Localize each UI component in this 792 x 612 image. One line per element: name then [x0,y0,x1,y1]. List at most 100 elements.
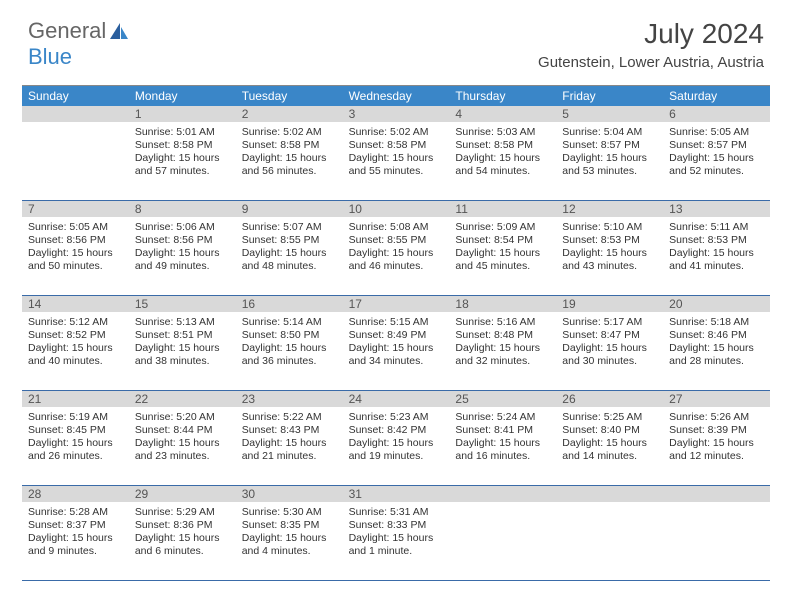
daylight-text-1: Daylight: 15 hours [349,152,444,165]
daylight-text-2: and 40 minutes. [28,355,123,368]
day-info: Sunrise: 5:31 AMSunset: 8:33 PMDaylight:… [347,504,446,559]
day-cell: Sunrise: 5:22 AMSunset: 8:43 PMDaylight:… [236,407,343,485]
daylight-text-2: and 28 minutes. [669,355,764,368]
day-number: 9 [236,201,343,217]
daylight-text-2: and 32 minutes. [455,355,550,368]
daylight-text-2: and 4 minutes. [242,545,337,558]
daylight-text-1: Daylight: 15 hours [242,532,337,545]
sunset-text: Sunset: 8:53 PM [669,234,764,247]
day-number: 28 [22,486,129,502]
day-number: 27 [663,391,770,407]
sunset-text: Sunset: 8:33 PM [349,519,444,532]
sunset-text: Sunset: 8:36 PM [135,519,230,532]
week-numrow: 78910111213 [22,201,770,217]
day-cell: Sunrise: 5:23 AMSunset: 8:42 PMDaylight:… [343,407,450,485]
daylight-text-1: Daylight: 15 hours [455,152,550,165]
sunrise-text: Sunrise: 5:26 AM [669,411,764,424]
dayname-saturday: Saturday [663,86,770,106]
daylight-text-2: and 34 minutes. [349,355,444,368]
daylight-text-2: and 21 minutes. [242,450,337,463]
day-info: Sunrise: 5:24 AMSunset: 8:41 PMDaylight:… [453,409,552,464]
day-info: Sunrise: 5:26 AMSunset: 8:39 PMDaylight:… [667,409,766,464]
sunset-text: Sunset: 8:47 PM [562,329,657,342]
sunrise-text: Sunrise: 5:12 AM [28,316,123,329]
sunrise-text: Sunrise: 5:18 AM [669,316,764,329]
sunrise-text: Sunrise: 5:13 AM [135,316,230,329]
sunrise-text: Sunrise: 5:17 AM [562,316,657,329]
day-cell: Sunrise: 5:01 AMSunset: 8:58 PMDaylight:… [129,122,236,200]
day-info: Sunrise: 5:14 AMSunset: 8:50 PMDaylight:… [240,314,339,369]
day-cell: Sunrise: 5:10 AMSunset: 8:53 PMDaylight:… [556,217,663,295]
sunset-text: Sunset: 8:40 PM [562,424,657,437]
daylight-text-2: and 19 minutes. [349,450,444,463]
day-info: Sunrise: 5:23 AMSunset: 8:42 PMDaylight:… [347,409,446,464]
day-number: 6 [663,106,770,122]
daylight-text-2: and 26 minutes. [28,450,123,463]
day-cell: Sunrise: 5:13 AMSunset: 8:51 PMDaylight:… [129,312,236,390]
day-cell: Sunrise: 5:06 AMSunset: 8:56 PMDaylight:… [129,217,236,295]
daylight-text-1: Daylight: 15 hours [669,152,764,165]
daylight-text-2: and 43 minutes. [562,260,657,273]
day-number [22,106,129,122]
day-info: Sunrise: 5:11 AMSunset: 8:53 PMDaylight:… [667,219,766,274]
sunset-text: Sunset: 8:41 PM [455,424,550,437]
calendar: SundayMondayTuesdayWednesdayThursdayFrid… [22,85,770,581]
sunrise-text: Sunrise: 5:05 AM [28,221,123,234]
sunset-text: Sunset: 8:39 PM [669,424,764,437]
daylight-text-1: Daylight: 15 hours [242,152,337,165]
sunrise-text: Sunrise: 5:28 AM [28,506,123,519]
day-info: Sunrise: 5:16 AMSunset: 8:48 PMDaylight:… [453,314,552,369]
sunset-text: Sunset: 8:44 PM [135,424,230,437]
day-info: Sunrise: 5:08 AMSunset: 8:55 PMDaylight:… [347,219,446,274]
sunrise-text: Sunrise: 5:10 AM [562,221,657,234]
title-block: July 2024 Gutenstein, Lower Austria, Aus… [538,18,764,71]
day-number: 25 [449,391,556,407]
day-number: 30 [236,486,343,502]
day-number: 14 [22,296,129,312]
sunset-text: Sunset: 8:35 PM [242,519,337,532]
day-number: 29 [129,486,236,502]
daylight-text-2: and 30 minutes. [562,355,657,368]
sunset-text: Sunset: 8:55 PM [349,234,444,247]
daylight-text-2: and 49 minutes. [135,260,230,273]
daylight-text-1: Daylight: 15 hours [562,152,657,165]
day-number: 11 [449,201,556,217]
day-cell: Sunrise: 5:18 AMSunset: 8:46 PMDaylight:… [663,312,770,390]
daylight-text-1: Daylight: 15 hours [562,342,657,355]
daylight-text-2: and 50 minutes. [28,260,123,273]
day-cell: Sunrise: 5:02 AMSunset: 8:58 PMDaylight:… [236,122,343,200]
day-number: 13 [663,201,770,217]
day-info: Sunrise: 5:29 AMSunset: 8:36 PMDaylight:… [133,504,232,559]
daylight-text-2: and 57 minutes. [135,165,230,178]
daylight-text-2: and 46 minutes. [349,260,444,273]
day-cell: Sunrise: 5:24 AMSunset: 8:41 PMDaylight:… [449,407,556,485]
day-number: 7 [22,201,129,217]
sunset-text: Sunset: 8:55 PM [242,234,337,247]
sunset-text: Sunset: 8:45 PM [28,424,123,437]
daylight-text-2: and 56 minutes. [242,165,337,178]
sunset-text: Sunset: 8:48 PM [455,329,550,342]
daylight-text-1: Daylight: 15 hours [455,437,550,450]
daylight-text-1: Daylight: 15 hours [455,247,550,260]
day-info: Sunrise: 5:19 AMSunset: 8:45 PMDaylight:… [26,409,125,464]
day-cell: Sunrise: 5:19 AMSunset: 8:45 PMDaylight:… [22,407,129,485]
sunrise-text: Sunrise: 5:02 AM [242,126,337,139]
logo: General [28,18,130,44]
sunset-text: Sunset: 8:57 PM [669,139,764,152]
sunrise-text: Sunrise: 5:19 AM [28,411,123,424]
day-info: Sunrise: 5:18 AMSunset: 8:46 PMDaylight:… [667,314,766,369]
dayname-friday: Friday [556,86,663,106]
daylight-text-1: Daylight: 15 hours [669,437,764,450]
day-number [663,486,770,502]
daylight-text-2: and 55 minutes. [349,165,444,178]
day-cell: Sunrise: 5:11 AMSunset: 8:53 PMDaylight:… [663,217,770,295]
day-cell [556,502,663,580]
daylight-text-1: Daylight: 15 hours [28,532,123,545]
day-number: 17 [343,296,450,312]
daylight-text-1: Daylight: 15 hours [669,342,764,355]
day-info: Sunrise: 5:20 AMSunset: 8:44 PMDaylight:… [133,409,232,464]
day-number: 31 [343,486,450,502]
sunrise-text: Sunrise: 5:20 AM [135,411,230,424]
day-cell: Sunrise: 5:02 AMSunset: 8:58 PMDaylight:… [343,122,450,200]
sunset-text: Sunset: 8:56 PM [28,234,123,247]
